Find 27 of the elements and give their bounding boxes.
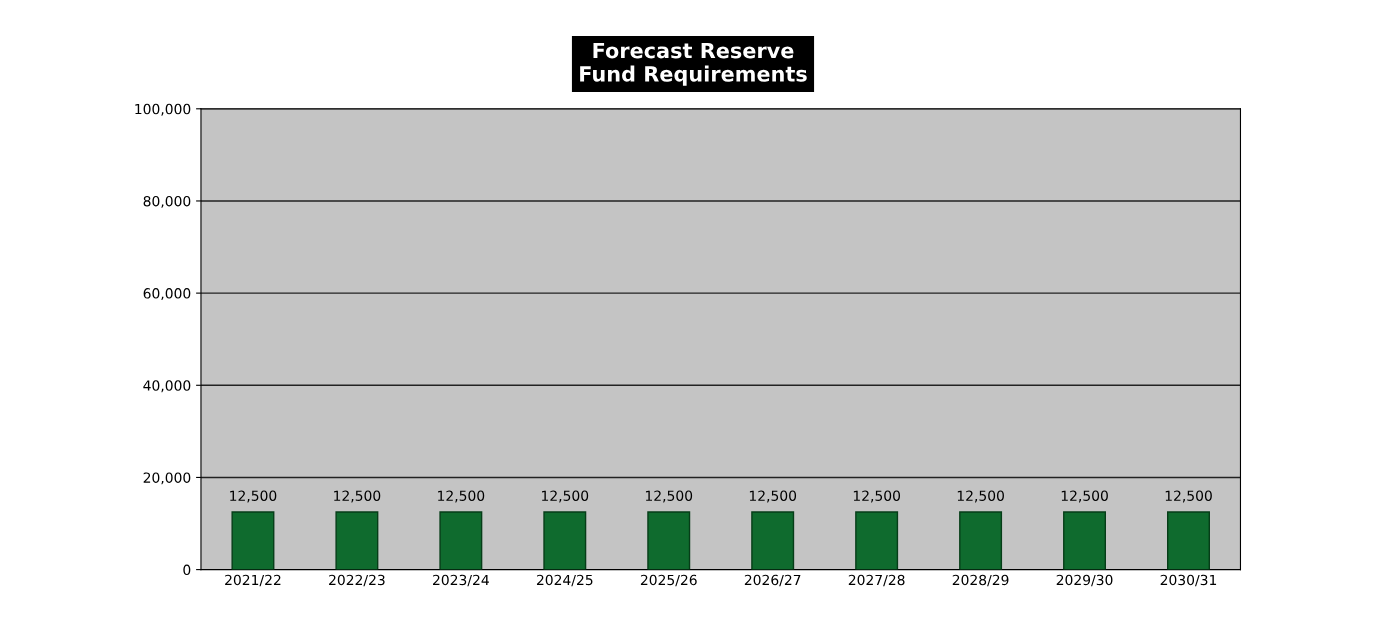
x-tick-label: 2025/26 <box>640 574 697 587</box>
data-label: 12,500 <box>957 490 1004 503</box>
x-tick-label: 2027/28 <box>848 574 905 587</box>
x-tick-label: 2022/23 <box>329 574 385 587</box>
data-label: 12,500 <box>542 490 589 503</box>
data-label: 12,500 <box>230 490 277 503</box>
y-tick-label: 40,000 <box>143 380 191 393</box>
data-label: 12,500 <box>1061 490 1108 503</box>
x-tick-label: 2024/25 <box>536 574 593 587</box>
y-tick-label: 0 <box>183 564 191 576</box>
data-label: 12,500 <box>438 490 485 503</box>
y-tick-label: 80,000 <box>143 195 191 208</box>
x-tick-label: 2021/22 <box>225 574 281 587</box>
y-tick-label: 20,000 <box>143 472 191 485</box>
chart-title: Forecast Reserve Fund Requirements <box>580 42 807 86</box>
data-label: 12,500 <box>749 490 797 503</box>
data-label: 12,500 <box>853 490 901 503</box>
y-tick-label: 60,000 <box>143 288 191 301</box>
x-tick-label: 2023/24 <box>433 574 489 587</box>
data-label: 12,500 <box>334 490 381 503</box>
y-tick-label: 100,000 <box>135 103 191 116</box>
x-tick-label: 2030/31 <box>1160 574 1217 587</box>
data-label: 12,500 <box>1165 490 1212 503</box>
x-tick-label: 2028/29 <box>952 574 1009 587</box>
data-label: 12,500 <box>645 490 693 503</box>
x-tick-label: 2029/30 <box>1056 574 1113 587</box>
x-tick-label: 2026/27 <box>744 574 801 587</box>
